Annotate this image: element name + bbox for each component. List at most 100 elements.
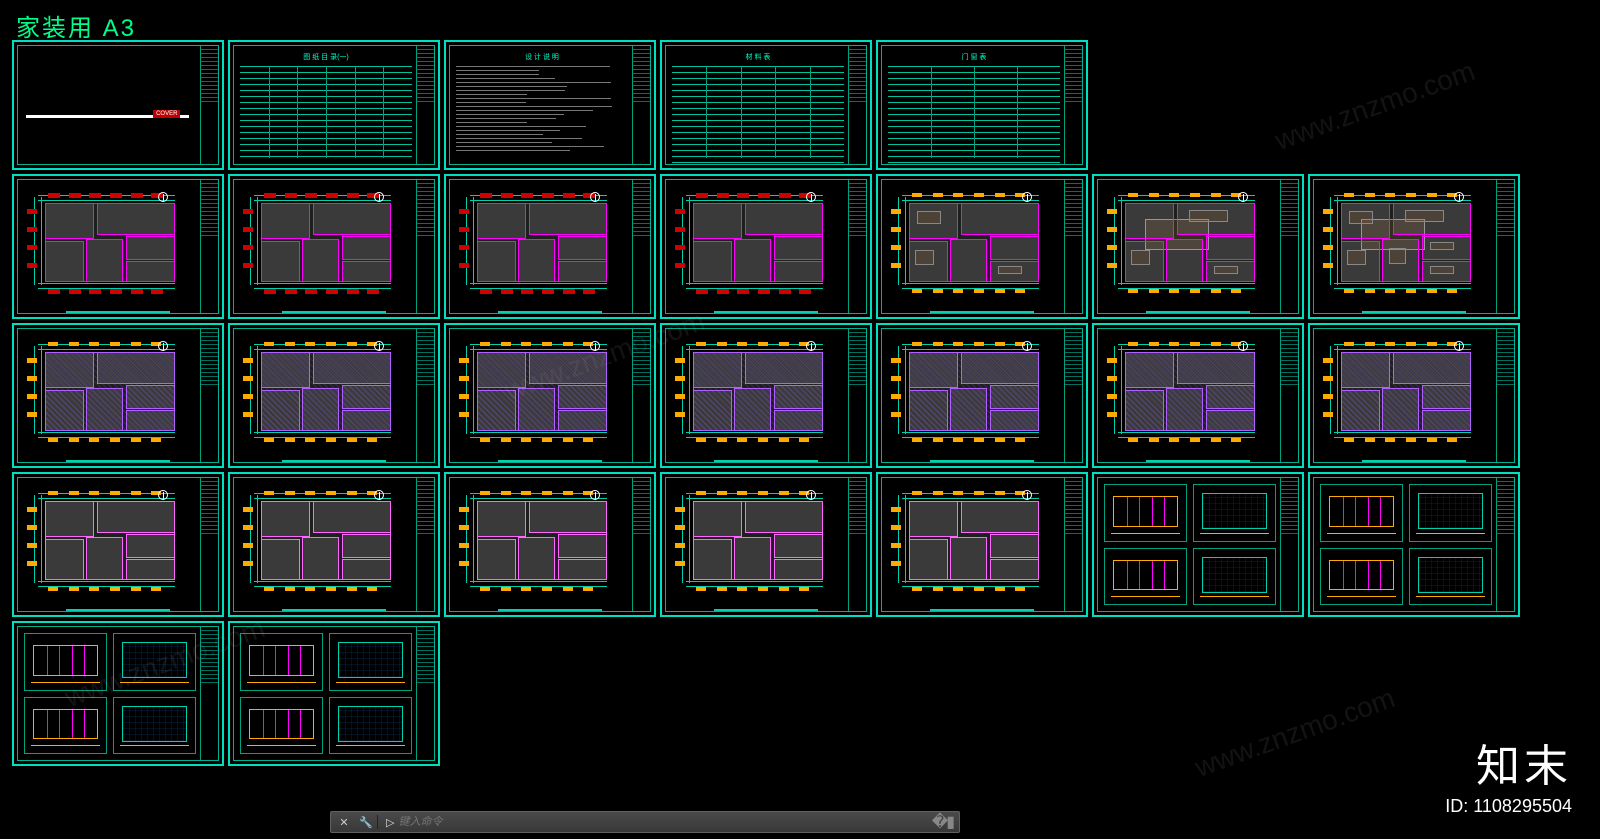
elevation-panel (240, 633, 323, 691)
north-arrow-icon (1022, 490, 1032, 500)
command-bar[interactable]: ✕ 🔧 ▷ �▮ (330, 811, 960, 833)
wrench-icon[interactable]: 🔧 (357, 813, 375, 831)
drawing-sheet-plan[interactable] (876, 472, 1088, 617)
separator (377, 815, 378, 829)
watermark-brand: 知末 (1445, 730, 1572, 794)
title-block (848, 46, 866, 164)
north-arrow-icon (806, 341, 816, 351)
title-block (1496, 180, 1514, 313)
north-arrow-icon (158, 490, 168, 500)
drawing-sheet-elevation[interactable] (12, 621, 224, 766)
sheet-title-underline (714, 609, 818, 611)
drawing-sheet-plan[interactable] (12, 323, 224, 468)
north-arrow-icon (374, 490, 384, 500)
north-arrow-icon (158, 192, 168, 202)
title-block (200, 46, 218, 164)
sheet-title-underline (1146, 460, 1250, 462)
drawing-sheet-plan[interactable] (228, 174, 440, 319)
layout-title: 家装用 A3 (16, 8, 136, 43)
cover-label: COVER (153, 110, 180, 118)
drawing-sheet-table[interactable]: 图 纸 目 录(一) (228, 40, 440, 170)
drawing-sheet-elevation[interactable] (1092, 472, 1304, 617)
drawing-sheet-plan[interactable] (1092, 323, 1304, 468)
drawing-sheet-plan[interactable] (660, 323, 872, 468)
sheet-title-underline (282, 609, 386, 611)
drawing-sheet-cover[interactable]: COVER (12, 40, 224, 170)
drawing-sheet-elevation[interactable] (228, 621, 440, 766)
sheet-title-underline (930, 460, 1034, 462)
sheet-header: 材 料 表 (672, 52, 844, 62)
sheet-row: COVER 图 纸 目 录(一) 设 计 说 明 材 料 表 门 窗 表 (12, 40, 1588, 170)
sheet-header: 设 计 说 明 (456, 52, 628, 62)
elevation-panel (24, 633, 107, 691)
sheet-row (12, 472, 1588, 617)
command-input[interactable] (398, 816, 778, 828)
elevation-panel (1193, 548, 1276, 606)
drawing-sheet-plan[interactable] (444, 174, 656, 319)
north-arrow-icon (590, 192, 600, 202)
drawing-sheet-plan[interactable] (228, 472, 440, 617)
drawing-sheet-plan[interactable] (660, 472, 872, 617)
drawing-sheet-plan[interactable] (1092, 174, 1304, 319)
title-block (1280, 329, 1298, 462)
sheet-title-underline (1362, 311, 1466, 313)
elevation-panel (1409, 484, 1492, 542)
sheet-title-underline (66, 460, 170, 462)
north-arrow-icon (158, 341, 168, 351)
elevation-panel (1320, 548, 1403, 606)
title-block (848, 329, 866, 462)
drawing-sheet-plan[interactable] (12, 174, 224, 319)
elevation-panel (113, 697, 196, 755)
north-arrow-icon (1454, 192, 1464, 202)
sheet-title-underline (282, 460, 386, 462)
sheet-title-underline (282, 311, 386, 313)
drawing-sheet-plan[interactable] (1308, 323, 1520, 468)
watermark-id: ID: 1108295504 (1445, 796, 1572, 817)
title-block (416, 329, 434, 462)
title-block (416, 180, 434, 313)
drawing-sheet-notes[interactable]: 设 计 说 明 (444, 40, 656, 170)
sheet-row (12, 323, 1588, 468)
elevation-panel (1409, 548, 1492, 606)
sheet-row (12, 621, 1588, 766)
elevation-panel (1193, 484, 1276, 542)
sheet-title-underline (1146, 311, 1250, 313)
sheet-title-underline (714, 460, 818, 462)
sheet-title-underline (930, 609, 1034, 611)
title-block (848, 478, 866, 611)
drawing-sheet-plan[interactable] (1308, 174, 1520, 319)
title-block (632, 329, 650, 462)
elevation-panel (240, 697, 323, 755)
sheet-title-underline (1362, 460, 1466, 462)
drawing-sheet-plan[interactable] (876, 174, 1088, 319)
close-icon[interactable]: ✕ (335, 813, 353, 831)
north-arrow-icon (374, 341, 384, 351)
drawing-sheet-table[interactable]: 门 窗 表 (876, 40, 1088, 170)
north-arrow-icon (1022, 341, 1032, 351)
watermark: 知末 ID: 1108295504 (1445, 730, 1572, 817)
north-arrow-icon (1238, 341, 1248, 351)
north-arrow-icon (806, 192, 816, 202)
north-arrow-icon (1238, 192, 1248, 202)
drawing-sheet-plan[interactable] (444, 323, 656, 468)
drawing-sheet-elevation[interactable] (1308, 472, 1520, 617)
drawing-sheet-plan[interactable] (876, 323, 1088, 468)
drawing-canvas[interactable]: COVER 图 纸 目 录(一) 设 计 说 明 材 料 表 门 窗 表 (12, 40, 1588, 770)
title-block (200, 329, 218, 462)
drawing-sheet-plan[interactable] (660, 174, 872, 319)
drawing-sheet-plan[interactable] (228, 323, 440, 468)
title-block (1280, 180, 1298, 313)
sheet-title-underline (714, 311, 818, 313)
title-block (848, 180, 866, 313)
resize-grip-icon[interactable]: �▮ (932, 812, 953, 832)
north-arrow-icon (590, 341, 600, 351)
drawing-sheet-table[interactable]: 材 料 表 (660, 40, 872, 170)
title-block (200, 180, 218, 313)
sheet-title-underline (930, 311, 1034, 313)
title-block (416, 627, 434, 760)
drawing-sheet-plan[interactable] (12, 472, 224, 617)
sheet-title-underline (498, 311, 602, 313)
north-arrow-icon (590, 490, 600, 500)
sheet-title-underline (498, 609, 602, 611)
drawing-sheet-plan[interactable] (444, 472, 656, 617)
